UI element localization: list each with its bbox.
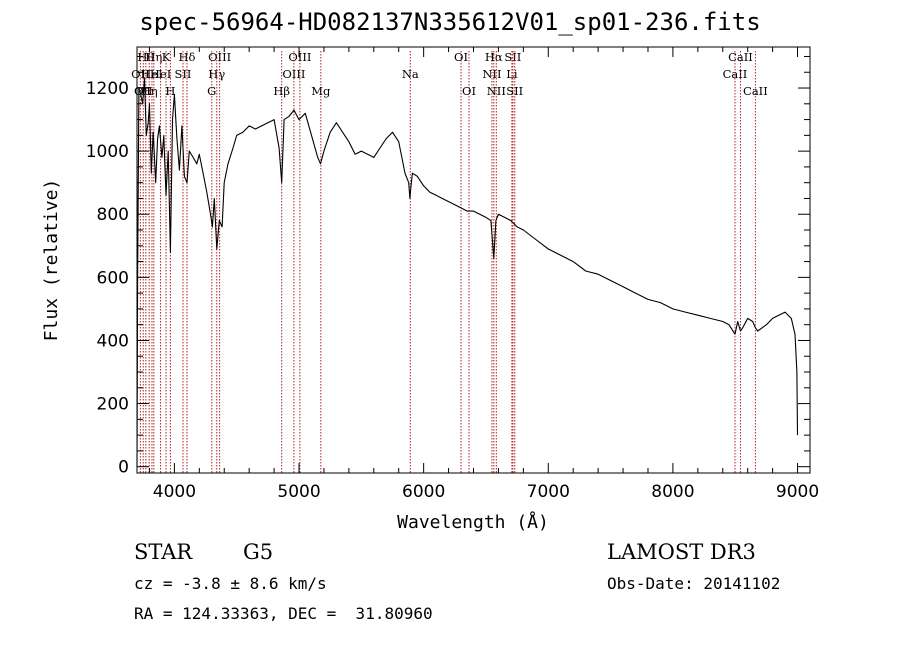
x-tick-label: 8000 <box>651 482 694 502</box>
object-subclass: G5 <box>243 540 274 564</box>
line-label-caii: CaII <box>743 84 768 98</box>
line-label-nii: NII <box>482 67 501 81</box>
line-label-oiii: OIII <box>282 67 305 81</box>
line-label-hθ: Hθ <box>137 50 154 64</box>
x-axis-label: Wavelength (Å) <box>397 511 549 533</box>
line-label-sii: SII <box>175 67 192 81</box>
y-tick-label: 200 <box>97 395 129 415</box>
line-label-k: K <box>162 50 171 64</box>
y-tick-label: 800 <box>97 205 129 225</box>
line-label-hα: Hα <box>485 50 503 64</box>
y-tick-label: 600 <box>97 268 129 288</box>
line-label-caii: CaII <box>723 67 748 81</box>
line-label-sii: SII <box>504 50 521 64</box>
line-label-hei: HeI <box>141 67 162 81</box>
spectrum-series-line <box>136 78 799 467</box>
line-label-nii: NII <box>487 84 506 98</box>
obs-date: Obs-Date: 20141102 <box>607 574 781 593</box>
redshift-readout: cz = -3.8 ± 8.6 km/s <box>134 574 327 593</box>
line-label-hβ: Hβ <box>273 84 290 98</box>
line-label-hη: Hη <box>145 50 162 64</box>
line-label-na: Na <box>402 67 419 81</box>
y-tick-label: 1000 <box>86 142 129 162</box>
survey-name: LAMOST DR3 <box>607 540 756 564</box>
x-tick-label: 7000 <box>527 482 570 502</box>
x-tick-label: 9000 <box>776 482 819 502</box>
line-label-hδ: Hδ <box>178 50 195 64</box>
line-label-oii: OII <box>131 67 150 81</box>
x-tick-label: 5000 <box>277 482 320 502</box>
y-tick-label: 1200 <box>86 79 129 99</box>
line-label-oi: OI <box>454 50 468 64</box>
line-label-caii: CaII <box>728 50 753 64</box>
line-label-h: H <box>165 84 175 98</box>
object-class: STAR <box>134 540 193 564</box>
y-tick-label: 0 <box>118 458 129 478</box>
y-axis-label: Flux (relative) <box>41 179 62 342</box>
line-label-sii: SII <box>506 84 523 98</box>
chart-title: spec-56964-HD082137N335612V01_sp01-236.f… <box>139 8 761 36</box>
line-label-g: G <box>207 84 216 98</box>
line-label-oi: OI <box>462 84 476 98</box>
x-tick-label: 4000 <box>153 482 196 502</box>
line-label-hγ: Hγ <box>208 67 225 81</box>
line-label-oiii: OIII <box>288 50 311 64</box>
coordinates: RA = 124.33363, DEC = 31.80960 <box>134 604 433 623</box>
line-label-oiii: OIII <box>208 50 231 64</box>
plot-frame <box>136 46 811 474</box>
line-label-hei: HeI <box>150 67 171 81</box>
x-tick-label: 6000 <box>402 482 445 502</box>
y-tick-label: 400 <box>97 331 129 351</box>
line-label-mg: Mg <box>311 84 331 98</box>
line-label-li: Li <box>506 67 518 81</box>
